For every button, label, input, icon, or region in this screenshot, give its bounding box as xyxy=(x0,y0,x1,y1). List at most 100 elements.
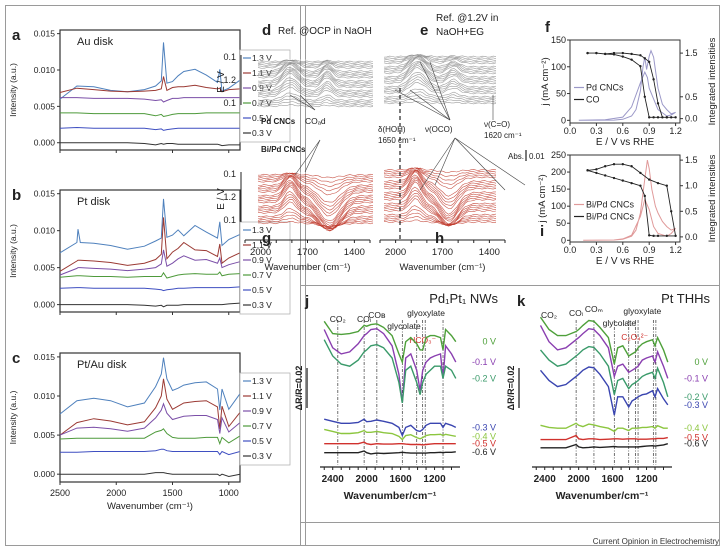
annotation-leader-line xyxy=(454,137,526,186)
annotation-delta-hoh: δ(HOH) xyxy=(378,125,406,134)
data-point-f xyxy=(665,116,668,119)
waterfall-trace-h xyxy=(383,169,497,200)
x-tick-label-g: 1400 xyxy=(344,247,365,258)
waterfall-trace-h xyxy=(383,176,497,217)
data-point-f xyxy=(639,65,642,68)
panel-label-f: f xyxy=(545,19,551,36)
waterfall-trace-d xyxy=(257,72,374,89)
y-tick-label-i: 250 xyxy=(551,150,566,160)
y-tick-label-a: 0.010 xyxy=(34,65,56,75)
y-tick-label-a: 0.000 xyxy=(34,138,56,148)
legend-label-a: 0.3 V xyxy=(252,128,272,138)
waterfall-trace-e xyxy=(383,54,497,60)
waterfall-trace-g xyxy=(257,172,374,174)
legend-label-b: 0.9 V xyxy=(252,255,272,265)
waterfall-trace-d xyxy=(257,68,374,84)
x-tick-label-j: 1600 xyxy=(389,474,412,485)
series-line-b-2 xyxy=(59,249,241,276)
y-tick-label-i: 100 xyxy=(551,201,566,211)
y-tick-label-g: 0.1 xyxy=(223,169,236,179)
band-label-k: COₗ xyxy=(569,308,584,318)
data-point-i xyxy=(621,179,624,182)
series-line-k-3 xyxy=(539,366,669,416)
y-axis-label-d: E / V xyxy=(216,71,227,93)
series-line-j-3 xyxy=(324,418,457,438)
panel-title-c: Pt/Au disk xyxy=(77,359,127,371)
series-line-j-6 xyxy=(324,450,456,455)
waterfall-trace-h xyxy=(383,167,497,181)
legend-label-b: 0.5 V xyxy=(252,285,272,295)
waterfall-trace-e xyxy=(383,91,497,100)
series-line-k-1 xyxy=(539,325,669,380)
waterfall-trace-d xyxy=(257,66,373,82)
series-line-b-4 xyxy=(59,286,241,292)
panel-label-d: d xyxy=(262,22,271,39)
scale-bar-label-k: ΔR/R=0.02 xyxy=(506,366,516,411)
series-line-c-4 xyxy=(60,448,241,456)
waterfall-trace-e xyxy=(383,54,497,56)
waterfall-trace-d xyxy=(257,101,374,106)
annotation-leader-line xyxy=(294,139,321,176)
x-axis-label-i: E / V vs RHE xyxy=(596,256,655,267)
waterfall-trace-g xyxy=(257,196,374,232)
x-axis-label-h: Wavenumber (cm⁻¹) xyxy=(400,262,486,273)
legend-label-i: Bi/Pd CNCs xyxy=(586,200,635,210)
jk-panel-frame xyxy=(300,285,720,523)
data-point-i xyxy=(652,234,655,238)
y-axis-label-a: Intensity (a.u.) xyxy=(8,63,18,117)
panel-label-h: h xyxy=(435,230,444,247)
x-tick-label-c: 2000 xyxy=(106,488,126,498)
scale-bar-label-j: ΔR/R=0.02 xyxy=(294,366,304,411)
annotation-leader-line xyxy=(394,89,451,121)
waterfall-trace-g xyxy=(257,179,374,221)
y-tick-label-a: 0.005 xyxy=(34,101,56,111)
waterfall-trace-g xyxy=(257,217,374,228)
annotation-leader-line xyxy=(434,137,456,186)
sample-label-d: Pd CNCs xyxy=(261,117,296,126)
data-point-i xyxy=(630,181,633,185)
x-tick-label-i: 0.3 xyxy=(590,245,603,255)
waterfall-trace-h xyxy=(383,170,497,203)
y-tick-label-a: 0.015 xyxy=(34,29,56,39)
waterfall-trace-g xyxy=(257,173,374,199)
waterfall-trace-g xyxy=(257,172,374,196)
x-tick-label-h: 1400 xyxy=(479,247,500,258)
data-point-f xyxy=(643,57,646,60)
series-label-j: -0.5 V xyxy=(472,439,496,449)
waterfall-trace-g xyxy=(257,188,374,230)
panel-title-d: Ref. @OCP in NaOH xyxy=(278,26,372,37)
legend-label-i: Bi/Pd CNCs xyxy=(586,212,635,222)
data-point-f xyxy=(612,53,616,56)
waterfall-trace-d xyxy=(257,92,374,101)
waterfall-trace-e xyxy=(383,64,497,83)
waterfall-trace-h xyxy=(383,181,497,222)
waterfall-trace-h xyxy=(383,167,497,189)
waterfall-trace-h xyxy=(383,179,497,220)
x-tick-label-c: 1000 xyxy=(219,488,239,498)
x-tick-label-f: 0.6 xyxy=(617,126,630,136)
waterfall-e xyxy=(383,54,497,105)
series-line-i-0 xyxy=(583,159,676,241)
annotation-nu-oco: ν(OCO) xyxy=(425,125,453,134)
legend-label-c: 0.5 V xyxy=(252,436,272,446)
band-label-j: glycolate xyxy=(387,321,421,331)
waterfall-trace-e xyxy=(383,74,497,90)
waterfall-trace-d xyxy=(257,74,374,90)
y-tick-label-c: 0.005 xyxy=(34,430,56,440)
panel-label-a: a xyxy=(12,27,21,44)
panel-label-i: i xyxy=(540,223,544,240)
waterfall-trace-g xyxy=(257,199,374,232)
y-axis-label-i: j (mA cm⁻²) xyxy=(537,174,548,223)
annotation-leader-line xyxy=(419,61,451,121)
y-axis-label-b: Intensity (a.u.) xyxy=(8,224,18,278)
annotation-1620: 1620 cm⁻¹ xyxy=(484,131,522,140)
waterfall-trace-h xyxy=(383,183,497,224)
x-tick-label-k: 2000 xyxy=(568,474,591,485)
waterfall-trace-h xyxy=(383,174,496,215)
series-line-k-2 xyxy=(539,345,669,398)
data-point-f xyxy=(648,116,651,119)
waterfall-trace-d xyxy=(257,60,374,71)
series-line-j-0 xyxy=(323,320,457,365)
y-tick-label-f: 150 xyxy=(551,35,566,45)
